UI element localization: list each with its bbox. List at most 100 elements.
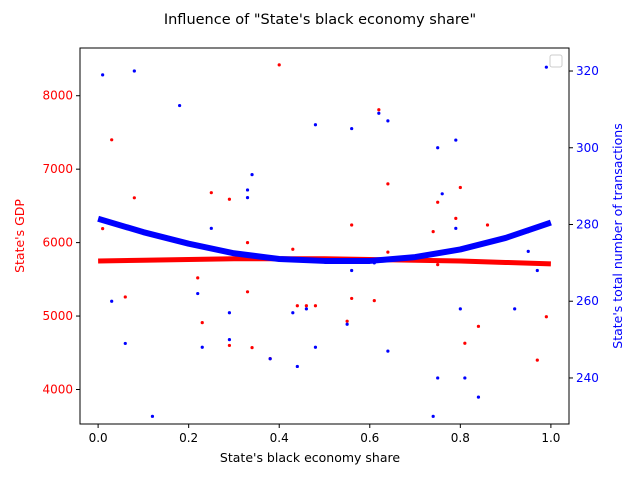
left-scatter-point [291,247,295,251]
x-tick-label: 1.0 [541,431,560,445]
right-y-tick-label: 280 [576,217,599,231]
left-scatter-point [476,324,481,328]
right-y-tick-label: 300 [576,141,599,155]
left-scatter-point [544,315,548,319]
left-scatter-point [277,63,281,67]
left-scatter-point [386,182,390,186]
left-scatter-point [227,343,232,348]
right-scatter-point [454,226,458,230]
left-scatter-point [110,138,114,142]
left-scatter-point [295,304,299,308]
x-tick-label: 0.6 [360,431,379,445]
left-scatter-point [386,250,390,254]
left-scatter-point [436,200,440,204]
left-y-axis-label: State's GDP [12,199,27,273]
right-scatter-point [386,349,390,353]
x-axis: 0.0 0.2 0.4 0.6 0.8 1.0 [89,424,560,445]
right-scatter-point [345,322,349,326]
right-scatter-point [268,357,272,361]
right-scatter-point [440,192,444,196]
right-y-tick-label: 240 [576,371,599,385]
plot-area [97,63,552,418]
left-scatter-point [196,276,200,280]
chart-title: Influence of "State's black economy shar… [164,12,476,28]
right-y-axis-label: State's total number of transactions [610,123,625,348]
left-scatter-point [200,321,204,325]
right-scatter-point [454,138,458,142]
right-y-tick-label: 320 [576,64,599,78]
left-y-axis: 4000 5000 6000 7000 8000 [42,89,80,396]
left-y-tick-label: 4000 [42,382,73,396]
left-scatter-point [458,185,462,190]
right-scatter-point [436,146,440,150]
left-scatter-point [227,197,232,201]
right-scatter-point [295,364,299,369]
x-tick-label: 0.8 [451,431,470,445]
right-scatter-point [245,188,250,192]
right-scatter-point [200,345,204,349]
right-scatter-point [436,376,440,380]
left-scatter-point [101,227,105,231]
left-scatter-point [123,295,127,299]
right-scatter-point [245,196,250,200]
right-scatter-point [123,341,127,346]
left-scatter-point [245,290,250,294]
x-axis-label: State's black economy share [220,450,400,465]
right-fit-line [97,215,552,264]
right-scatter-point [227,311,232,315]
left-y-tick-label: 6000 [42,236,73,250]
right-scatter-point [431,414,435,418]
right-scatter-point [178,103,182,108]
left-scatter-point [350,223,354,227]
right-scatter-point [196,291,200,296]
legend-box [549,54,563,68]
axes-frame [79,47,570,425]
right-scatter-point [101,73,105,77]
left-scatter-point [463,341,467,345]
right-scatter-point [463,376,467,380]
right-scatter-point [544,65,548,69]
right-scatter-point [110,299,114,303]
left-scatter-point [485,223,490,227]
x-tick-label: 0.0 [89,431,108,445]
right-scatter-point [227,337,232,342]
left-scatter-point [431,229,435,234]
left-scatter-point [372,299,376,303]
right-scatter-point [150,414,155,418]
left-scatter-point [132,196,136,200]
left-scatter-point [377,108,381,112]
left-y-tick-label: 7000 [42,162,73,176]
right-scatter-point [476,395,481,399]
right-y-axis: 240 260 280 300 320 [569,64,599,385]
left-scatter-point [535,358,539,362]
left-scatter-point [245,241,250,245]
left-scatter-point [454,216,458,220]
left-scatter-point [436,263,440,267]
right-scatter-point [132,69,136,73]
right-scatter-point [513,307,517,311]
left-scatter-point [250,346,254,350]
right-scatter-point [313,123,318,127]
left-scatter-point [209,191,213,195]
right-scatter-point [386,119,390,123]
left-y-tick-label: 8000 [42,89,73,103]
right-scatter-point [526,249,530,253]
left-scatter-point [313,304,318,308]
x-tick-label: 0.2 [179,431,198,445]
x-tick-label: 0.4 [270,431,289,445]
left-scatter-point [345,319,349,323]
left-scatter-point [350,296,354,301]
right-scatter-point [350,268,354,273]
right-scatter-point [458,307,462,311]
right-y-tick-label: 260 [576,294,599,308]
right-scatter-point [535,268,539,273]
right-scatter-point [291,311,295,315]
right-scatter-point [350,126,354,131]
right-scatter-point [377,111,381,115]
right-scatter-point [304,307,308,311]
right-scatter-point [250,173,254,177]
left-y-tick-label: 5000 [42,309,73,323]
right-scatter-point [209,226,213,230]
